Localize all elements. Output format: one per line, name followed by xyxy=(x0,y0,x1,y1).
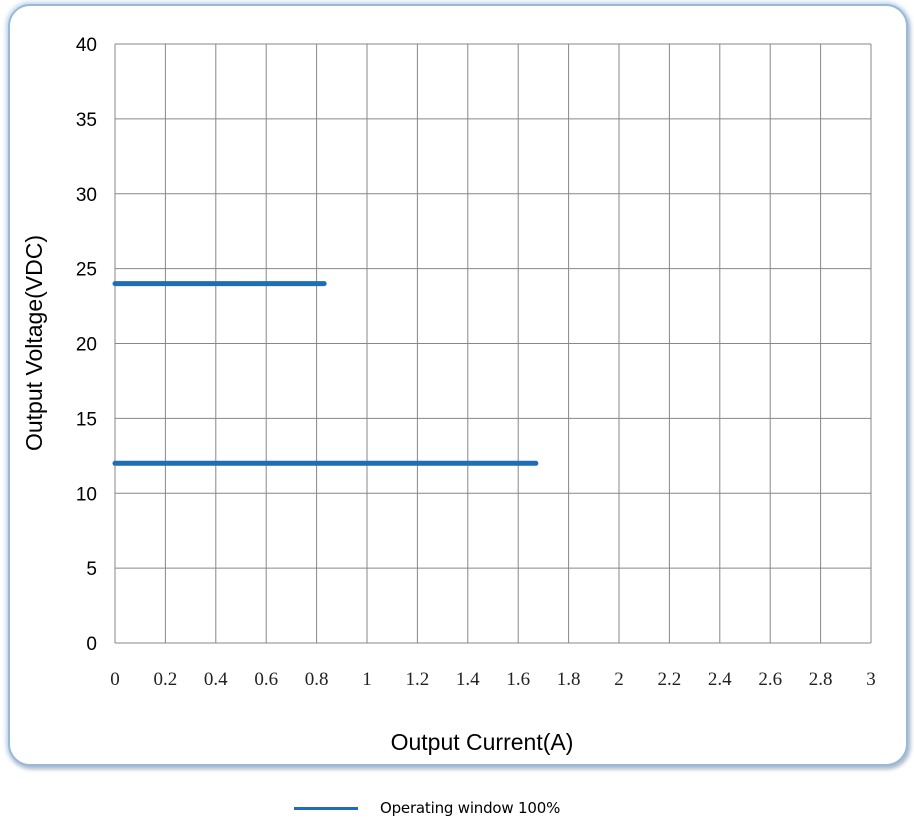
x-tick-label: 0.6 xyxy=(254,669,278,690)
y-tick-label: 30 xyxy=(76,185,97,206)
x-tick-label: 2.8 xyxy=(809,669,833,690)
x-tick-label: 1 xyxy=(362,669,372,690)
y-tick-label: 10 xyxy=(76,484,97,505)
y-tick-label: 0 xyxy=(86,634,97,655)
y-tick-label: 20 xyxy=(76,335,97,356)
y-axis-title: Output Voltage(VDC) xyxy=(21,235,47,451)
chart-frame xyxy=(8,4,908,766)
x-tick-label: 2 xyxy=(614,669,624,690)
y-tick-label: 40 xyxy=(76,35,97,56)
y-tick-label: 15 xyxy=(76,409,97,430)
x-tick-label: 1.6 xyxy=(506,669,530,690)
x-tick-label: 0.4 xyxy=(204,669,228,690)
y-tick-labels: 0 5 10 15 20 25 30 35 40 xyxy=(76,35,97,655)
y-tick-label: 5 xyxy=(86,559,97,580)
x-tick-labels: 0 0.2 0.4 0.6 0.8 1 1.2 1.4 1.6 1.8 2 2.2 2.4 2.6 2.8 3 xyxy=(110,669,876,690)
x-tick-label: 1.4 xyxy=(456,669,480,690)
y-tick-label: 35 xyxy=(76,110,97,131)
legend: Operating window 100% xyxy=(290,786,660,830)
x-tick-label: 1.8 xyxy=(557,669,581,690)
x-tick-label: 0.8 xyxy=(305,669,329,690)
x-tick-label: 1.2 xyxy=(406,669,430,690)
legend-swatch xyxy=(294,806,358,810)
x-tick-label: 2.4 xyxy=(708,669,732,690)
x-tick-label: 3 xyxy=(866,669,876,690)
x-tick-label: 2.6 xyxy=(758,669,782,690)
legend-label: Operating window 100% xyxy=(380,799,561,817)
x-tick-label: 0.2 xyxy=(154,669,178,690)
y-tick-label: 25 xyxy=(76,260,97,281)
series-lines xyxy=(112,281,539,466)
x-tick-label: 0 xyxy=(110,669,120,690)
x-axis-title: Output Current(A) xyxy=(391,729,574,755)
x-tick-label: 2.2 xyxy=(658,669,682,690)
grid-lines xyxy=(114,43,872,644)
